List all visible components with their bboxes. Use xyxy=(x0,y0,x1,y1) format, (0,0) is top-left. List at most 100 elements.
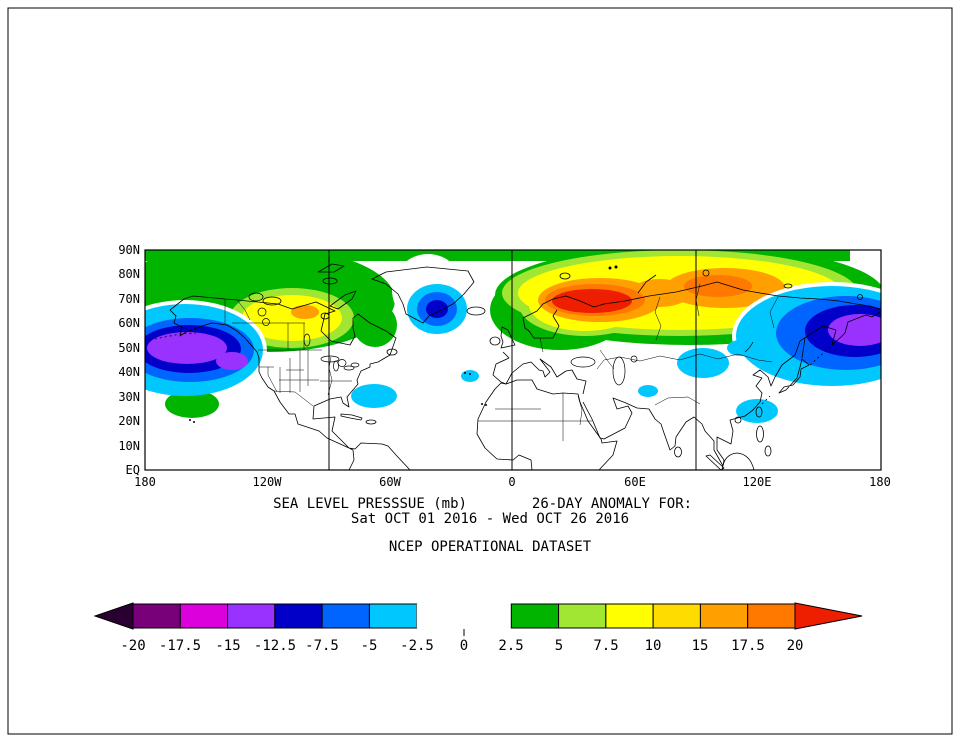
lon-tick-label: 120W xyxy=(253,475,283,489)
coast-hainan xyxy=(734,416,742,424)
lat-axis-labels: 90N 80N 70N 60N 50N 40N 30N 20N 10N EQ xyxy=(118,243,140,477)
colorbar-segment xyxy=(227,603,276,629)
colorbar-label: -17.5 xyxy=(159,638,201,654)
colorbar-left-arrow xyxy=(93,602,134,630)
colorbar-right-arrow xyxy=(794,602,863,630)
coast-banks-island xyxy=(248,292,264,302)
coast-eurasia-arctic xyxy=(522,281,881,332)
coast-mindanao xyxy=(764,445,772,457)
colorbar-segment xyxy=(368,603,418,629)
title-date-range: Sat OCT 01 2016 - Wed OCT 26 2016 xyxy=(351,511,629,527)
coast-cuba xyxy=(340,413,363,421)
coastlines xyxy=(149,263,881,470)
coast-devon-island xyxy=(322,277,338,285)
caspian-sea xyxy=(612,356,626,386)
coast-japan xyxy=(778,358,810,394)
colorbar-segment xyxy=(747,603,796,629)
plot-titles: SEA LEVEL PRESSSUE (mb) 26-DAY ANOMALY F… xyxy=(273,496,692,555)
coast-taiwan xyxy=(755,406,763,418)
lon-tick-label: 60W xyxy=(379,475,401,489)
coast-luzon xyxy=(756,425,764,443)
colorbar-label: -20 xyxy=(120,638,145,654)
coast-ireland xyxy=(489,336,501,346)
coast-sumatra xyxy=(705,454,725,470)
small-island-dots xyxy=(189,265,618,423)
lat-tick-label: 20N xyxy=(118,414,140,428)
lon-tick-label: 0 xyxy=(508,475,515,489)
colorbar-label: 2.5 xyxy=(498,638,523,654)
colorbar-segment xyxy=(558,603,607,629)
coast-africa xyxy=(476,379,618,470)
colorbar-segment xyxy=(132,603,181,629)
colorbar-segment xyxy=(321,603,370,629)
lat-tick-label: 40N xyxy=(118,365,140,379)
lon-tick-label: 120E xyxy=(743,475,772,489)
colorbar-label: 20 xyxy=(787,638,804,654)
anomaly-field xyxy=(145,250,881,423)
lakes xyxy=(257,307,754,386)
coast-sri-lanka xyxy=(674,446,682,458)
lat-tick-label: 90N xyxy=(118,243,140,257)
colorbar-segment xyxy=(605,603,654,629)
coast-sakhalin xyxy=(801,337,806,359)
colorbar-label: -5 xyxy=(361,638,378,654)
lat-tick-label: 30N xyxy=(118,390,140,404)
title-anomaly-for: 26-DAY ANOMALY FOR: xyxy=(532,496,692,512)
coast-iceland xyxy=(466,306,486,316)
coast-greenland xyxy=(371,266,475,324)
coast-severnaya-zemlya xyxy=(702,269,710,277)
coast-north-america xyxy=(169,295,411,470)
lat-tick-label: 10N xyxy=(118,439,140,453)
coast-new-siberian xyxy=(783,283,793,289)
colorbar-segments xyxy=(132,603,796,629)
coast-victoria-island xyxy=(262,296,282,306)
lake-baikal xyxy=(744,341,754,353)
coast-novaya-zemlya xyxy=(637,274,657,294)
lon-tick-label: 180 xyxy=(134,475,156,489)
colorbar-segment xyxy=(416,604,464,628)
political-borders xyxy=(224,283,779,441)
colorbar: -20 -17.5 -15 -12.5 -7.5 -5 -2.5 0 2.5 5… xyxy=(93,602,863,654)
lon-tick-label: 60E xyxy=(624,475,646,489)
coast-wrangel xyxy=(857,294,863,300)
coast-east-asia xyxy=(582,311,881,467)
black-sea xyxy=(570,356,596,368)
coast-borneo xyxy=(721,452,755,470)
lat-tick-label: 70N xyxy=(118,292,140,306)
colorbar-label: 7.5 xyxy=(593,638,618,654)
lat-tick-label: 50N xyxy=(118,341,140,355)
title-variable: SEA LEVEL PRESSSUE (mb) xyxy=(273,496,467,512)
colorbar-label: 0 xyxy=(460,638,468,654)
colorbar-label: -15 xyxy=(215,638,240,654)
lon-axis-labels: 180 120W 60W 0 60E 120E 180 xyxy=(134,475,891,489)
coast-svalbard xyxy=(559,272,571,280)
aral-sea xyxy=(630,355,638,363)
colorbar-label: 17.5 xyxy=(731,638,765,654)
map-frame xyxy=(144,249,882,471)
colorbar-segment xyxy=(464,604,512,628)
colorbar-label: 5 xyxy=(555,638,563,654)
colorbar-label: -12.5 xyxy=(254,638,296,654)
lat-tick-label: EQ xyxy=(126,463,140,477)
island-chain-ryukyu xyxy=(761,395,771,405)
meridian-lines xyxy=(328,250,697,470)
colorbar-segment xyxy=(274,603,323,629)
title-dataset: NCEP OPERATIONAL DATASET xyxy=(389,539,592,555)
colorbar-segment xyxy=(179,603,229,629)
colorbar-label: -7.5 xyxy=(305,638,339,654)
colorbar-segment xyxy=(699,603,749,629)
colorbar-segment xyxy=(510,603,560,629)
coast-newfoundland xyxy=(386,348,398,356)
coast-europe-med xyxy=(492,351,587,395)
coast-hispaniola xyxy=(365,419,377,425)
coast-baltic xyxy=(528,309,560,339)
colorbar-labels: -20 -17.5 -15 -12.5 -7.5 -5 -2.5 0 2.5 5… xyxy=(120,638,803,654)
colorbar-label: -2.5 xyxy=(400,638,434,654)
lat-tick-label: 60N xyxy=(118,316,140,330)
coast-baffin-island xyxy=(329,290,357,310)
lon-tick-label: 180 xyxy=(869,475,891,489)
colorbar-label: 10 xyxy=(645,638,662,654)
lat-tick-label: 80N xyxy=(118,267,140,281)
page-border xyxy=(7,7,953,735)
